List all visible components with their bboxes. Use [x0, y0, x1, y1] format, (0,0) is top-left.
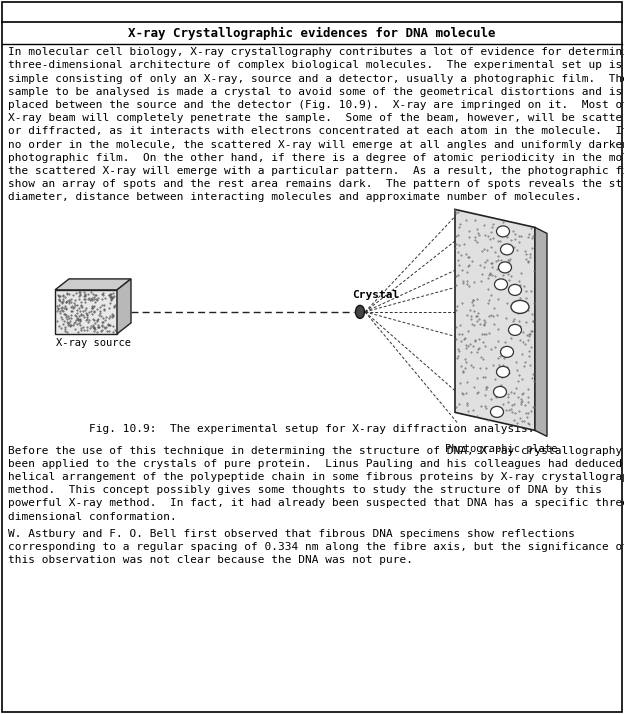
Text: diameter, distance between interacting molecules and approximate number of molec: diameter, distance between interacting m…	[8, 192, 582, 203]
Text: or diffracted, as it interacts with electrons concentrated at each atom in the m: or diffracted, as it interacts with elec…	[8, 126, 624, 136]
Text: X-ray Crystallographic evidences for DNA molecule: X-ray Crystallographic evidences for DNA…	[129, 26, 495, 39]
Ellipse shape	[497, 366, 510, 378]
Ellipse shape	[356, 306, 364, 318]
Text: powerful X-ray method.  In fact, it had already been suspected that DNA has a sp: powerful X-ray method. In fact, it had a…	[8, 498, 624, 508]
Ellipse shape	[509, 284, 522, 296]
Text: helical arrangement of the polypeptide chain in some fibrous proteins by X-ray c: helical arrangement of the polypeptide c…	[8, 472, 624, 482]
Text: the scattered X-ray will emerge with a particular pattern.  As a result, the pho: the scattered X-ray will emerge with a p…	[8, 166, 624, 176]
Text: X-ray beam will completely penetrate the sample.  Some of the beam, however, wil: X-ray beam will completely penetrate the…	[8, 114, 624, 124]
Text: this observation was not clear because the DNA was not pure.: this observation was not clear because t…	[8, 555, 413, 565]
Bar	[55, 290, 117, 334]
Text: W. Astbury and F. O. Bell first observed that fibrous DNA specimens show reflect: W. Astbury and F. O. Bell first observed…	[8, 529, 575, 539]
Polygon shape	[117, 279, 131, 334]
Text: no order in the molecule, the scattered X-ray will emerge at all angles and unif: no order in the molecule, the scattered …	[8, 140, 624, 150]
Text: photographic film.  On the other hand, if there is a degree of atomic periodicit: photographic film. On the other hand, if…	[8, 153, 624, 163]
Text: placed between the source and the detector (Fig. 10.9).  X-ray are impringed on : placed between the source and the detect…	[8, 100, 624, 110]
Polygon shape	[455, 209, 535, 431]
Ellipse shape	[494, 386, 507, 398]
Text: Crystal: Crystal	[352, 290, 399, 300]
Polygon shape	[55, 279, 131, 290]
Ellipse shape	[500, 244, 514, 255]
Text: In molecular cell biology, X-ray crystallography contributes a lot of evidence f: In molecular cell biology, X-ray crystal…	[8, 47, 624, 57]
Ellipse shape	[494, 279, 507, 290]
Ellipse shape	[500, 346, 514, 358]
Text: X-ray source: X-ray source	[56, 338, 130, 348]
Text: show an array of spots and the rest area remains dark.  The pattern of spots rev: show an array of spots and the rest area…	[8, 179, 624, 189]
Text: been applied to the crystals of pure protein.  Linus Pauling and his colleagues : been applied to the crystals of pure pro…	[8, 459, 624, 469]
Text: Photographic plate: Photographic plate	[445, 444, 557, 454]
Text: method.  This concept possibly gives some thoughts to study the structure of DNA: method. This concept possibly gives some…	[8, 486, 602, 496]
Ellipse shape	[509, 324, 522, 336]
Polygon shape	[535, 227, 547, 436]
Ellipse shape	[511, 301, 529, 313]
Text: Fig. 10.9:  The experimental setup for X-ray diffraction analysis.: Fig. 10.9: The experimental setup for X-…	[89, 424, 535, 434]
Text: dimensional conformation.: dimensional conformation.	[8, 512, 177, 522]
Text: Before the use of this technique in determining the structure of DNA, X-ray crys: Before the use of this technique in dete…	[8, 446, 624, 456]
Text: sample to be analysed is made a crystal to avoid some of the geometrical distort: sample to be analysed is made a crystal …	[8, 87, 622, 97]
Text: three-dimensional architecture of complex biological molecules.  The experimenta: three-dimensional architecture of comple…	[8, 61, 624, 71]
Ellipse shape	[490, 406, 504, 418]
Ellipse shape	[497, 226, 510, 237]
Ellipse shape	[499, 262, 512, 273]
Text: simple consisting of only an X-ray, source and a detector, usually a photographi: simple consisting of only an X-ray, sour…	[8, 74, 624, 84]
Text: corresponding to a regular spacing of 0.334 nm along the fibre axis, but the sig: corresponding to a regular spacing of 0.…	[8, 542, 624, 552]
